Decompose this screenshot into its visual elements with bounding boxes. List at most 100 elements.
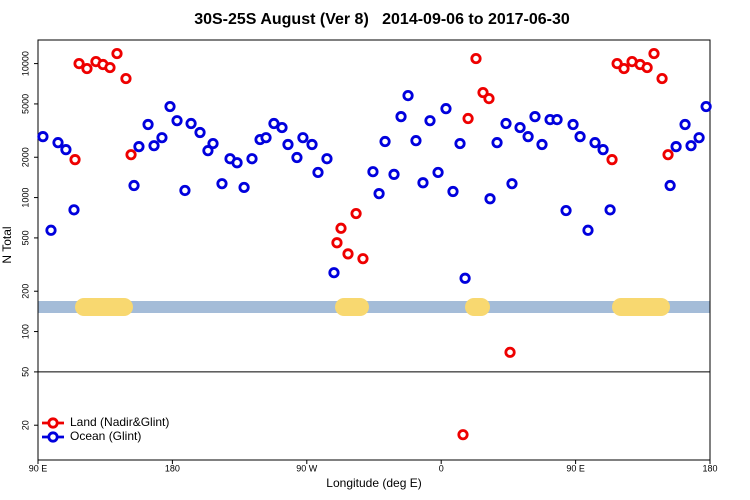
point bbox=[291, 151, 303, 164]
point bbox=[128, 179, 140, 192]
point bbox=[522, 131, 534, 143]
point bbox=[388, 168, 400, 180]
point bbox=[685, 140, 697, 152]
plot-frame bbox=[37, 39, 711, 461]
point bbox=[395, 111, 407, 123]
point bbox=[679, 118, 691, 131]
point bbox=[424, 115, 436, 127]
point bbox=[328, 267, 340, 279]
point bbox=[156, 132, 168, 144]
point bbox=[367, 166, 379, 178]
x-tick-label: 180 bbox=[165, 463, 180, 473]
x-tick-label: 90 W bbox=[296, 463, 318, 473]
point bbox=[551, 113, 563, 126]
point bbox=[410, 135, 422, 147]
point bbox=[231, 157, 243, 169]
point bbox=[597, 144, 609, 156]
point bbox=[670, 141, 682, 153]
point bbox=[447, 185, 459, 198]
point bbox=[331, 237, 343, 249]
point bbox=[246, 153, 258, 165]
point bbox=[432, 166, 444, 179]
point bbox=[45, 224, 57, 236]
point bbox=[574, 131, 586, 143]
x-tick-label: 90 E bbox=[29, 463, 48, 473]
point bbox=[582, 224, 594, 236]
point bbox=[81, 62, 93, 75]
y-tick-label: 5000 bbox=[20, 94, 30, 114]
point bbox=[171, 115, 183, 127]
point bbox=[207, 137, 219, 150]
y-tick-label: 1000 bbox=[20, 188, 30, 208]
point bbox=[52, 137, 64, 149]
x-tick-label: 180 bbox=[702, 463, 717, 473]
legend-label: Land (Nadir&Glint) bbox=[70, 415, 169, 429]
x-tick-label: 90 E bbox=[566, 463, 585, 473]
y-tick-label: 10000 bbox=[20, 51, 30, 76]
x-tick-label: 0 bbox=[439, 463, 444, 473]
point bbox=[164, 100, 176, 113]
point bbox=[125, 149, 137, 161]
chart-title: 30S-25S August (Ver 8) 2014-09-06 to 201… bbox=[194, 11, 570, 28]
point bbox=[662, 149, 674, 161]
point bbox=[402, 89, 414, 102]
point bbox=[664, 179, 676, 192]
point bbox=[567, 118, 579, 131]
point bbox=[560, 204, 572, 217]
point bbox=[68, 204, 80, 216]
point bbox=[312, 166, 324, 179]
point bbox=[373, 188, 385, 200]
point bbox=[500, 117, 512, 130]
point bbox=[454, 137, 466, 150]
point bbox=[459, 272, 471, 284]
point bbox=[606, 154, 618, 166]
y-tick-label: 20 bbox=[20, 420, 30, 430]
point bbox=[60, 144, 72, 156]
point bbox=[618, 62, 630, 75]
y-tick-label: 500 bbox=[20, 230, 30, 245]
point bbox=[297, 132, 309, 144]
point bbox=[260, 132, 272, 144]
point bbox=[470, 52, 482, 65]
point bbox=[648, 47, 660, 60]
point bbox=[133, 141, 145, 153]
point bbox=[73, 57, 85, 70]
point bbox=[37, 131, 49, 143]
y-tick-label: 2000 bbox=[20, 147, 30, 167]
point bbox=[440, 103, 452, 115]
y-tick-label: 50 bbox=[20, 367, 30, 377]
point bbox=[179, 184, 191, 197]
point bbox=[104, 61, 116, 74]
point bbox=[417, 177, 429, 189]
legend-label: Ocean (Glint) bbox=[70, 429, 141, 443]
y-tick-label: 200 bbox=[20, 284, 30, 299]
point bbox=[656, 72, 668, 85]
point bbox=[357, 253, 369, 265]
point bbox=[457, 429, 469, 441]
point bbox=[700, 100, 712, 113]
point bbox=[462, 112, 474, 125]
point bbox=[536, 138, 548, 151]
point bbox=[604, 204, 616, 216]
point bbox=[506, 178, 518, 190]
point bbox=[379, 135, 391, 148]
point bbox=[529, 111, 541, 123]
point bbox=[185, 117, 197, 130]
point bbox=[483, 92, 495, 105]
point bbox=[69, 154, 81, 166]
point bbox=[589, 137, 601, 149]
point bbox=[350, 207, 362, 220]
point bbox=[342, 248, 354, 260]
legend-marker bbox=[47, 431, 59, 443]
legend-marker bbox=[47, 417, 59, 429]
point bbox=[335, 222, 347, 234]
point bbox=[276, 121, 288, 134]
point bbox=[111, 47, 123, 60]
point bbox=[194, 126, 206, 139]
point bbox=[484, 193, 496, 205]
point bbox=[148, 140, 160, 152]
point bbox=[306, 138, 318, 151]
point bbox=[216, 178, 228, 190]
x-axis-title: Longitude (deg E) bbox=[326, 476, 421, 490]
